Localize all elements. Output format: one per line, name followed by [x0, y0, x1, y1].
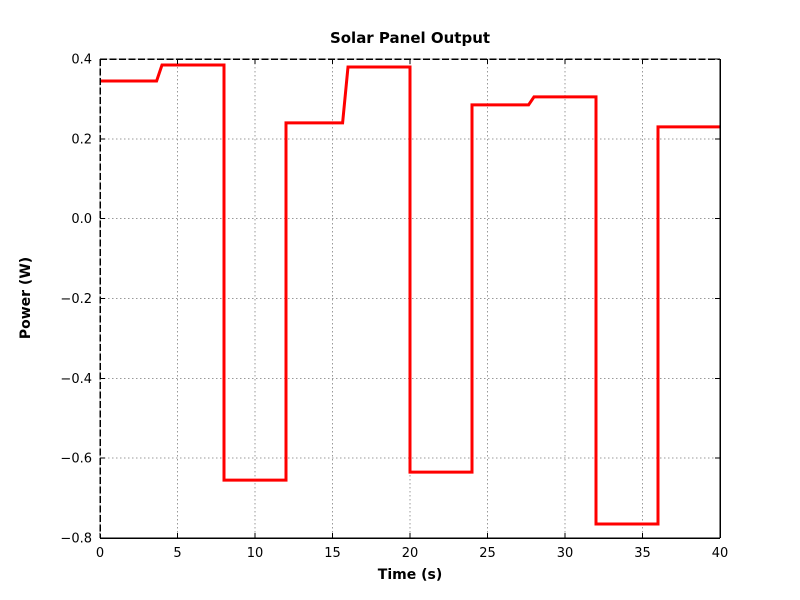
x-tick-label: 25 — [479, 546, 496, 561]
x-tick-label: 40 — [712, 546, 729, 561]
y-tick-label: 0.2 — [71, 132, 92, 147]
x-tick-label: 15 — [324, 546, 341, 561]
x-tick-label: 30 — [557, 546, 574, 561]
x-tick-label: 5 — [173, 546, 181, 561]
y-tick-label: −0.6 — [60, 452, 92, 467]
x-tick-label: 20 — [402, 546, 419, 561]
y-tick-label: 0.4 — [71, 53, 92, 68]
x-tick-label: 35 — [634, 546, 651, 561]
x-axis-label: Time (s) — [377, 567, 443, 583]
y-tick-label: −0.8 — [60, 532, 92, 547]
chart-title: Solar Panel Output — [329, 29, 491, 47]
power-series-line — [100, 63, 720, 526]
y-tick-label: 0.0 — [71, 212, 92, 227]
y-tick-label: −0.2 — [60, 292, 92, 307]
y-axis-label: Power (W) — [18, 256, 34, 340]
x-tick-label: 0 — [96, 546, 104, 561]
y-tick-label: −0.4 — [60, 372, 92, 387]
x-tick-label: 10 — [247, 546, 264, 561]
